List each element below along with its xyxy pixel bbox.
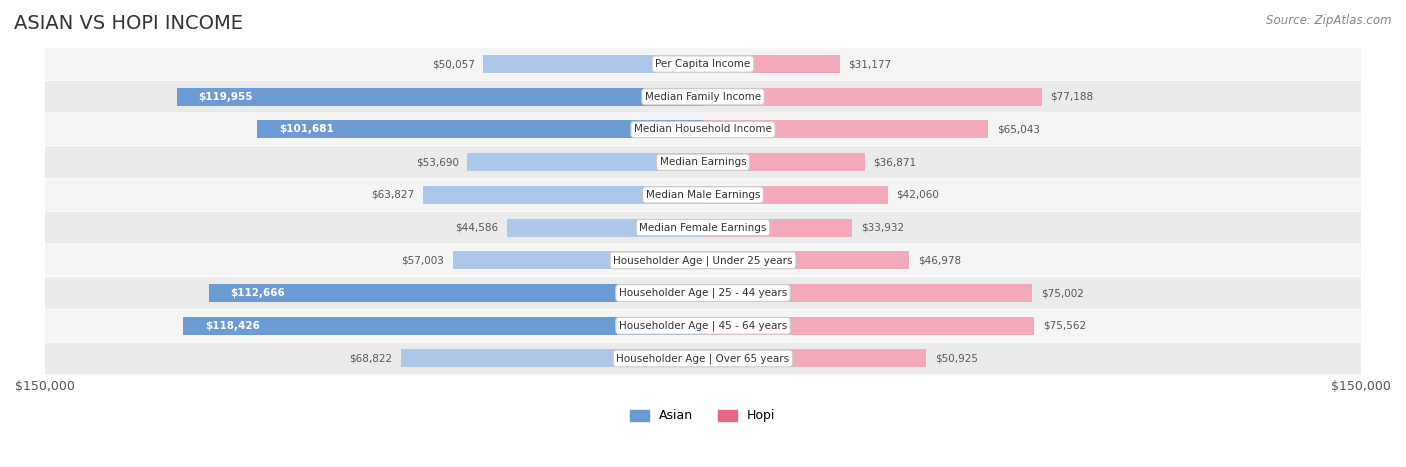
FancyBboxPatch shape — [45, 48, 1361, 80]
Text: $65,043: $65,043 — [997, 125, 1040, 134]
Bar — [484, 55, 703, 73]
Legend: Asian, Hopi: Asian, Hopi — [626, 404, 780, 427]
FancyBboxPatch shape — [45, 212, 1361, 243]
Text: Householder Age | 45 - 64 years: Householder Age | 45 - 64 years — [619, 320, 787, 331]
Text: Median Earnings: Median Earnings — [659, 157, 747, 167]
Bar — [177, 88, 703, 106]
Bar — [453, 251, 703, 269]
Text: $68,822: $68,822 — [349, 354, 392, 363]
Text: ASIAN VS HOPI INCOME: ASIAN VS HOPI INCOME — [14, 14, 243, 33]
Text: $75,002: $75,002 — [1040, 288, 1084, 298]
Bar — [703, 55, 839, 73]
FancyBboxPatch shape — [45, 343, 1361, 375]
Bar — [257, 120, 703, 139]
Text: Median Female Earnings: Median Female Earnings — [640, 223, 766, 233]
Bar — [467, 153, 703, 171]
Text: Per Capita Income: Per Capita Income — [655, 59, 751, 69]
Text: $33,932: $33,932 — [860, 223, 904, 233]
Bar — [703, 120, 988, 139]
Text: Source: ZipAtlas.com: Source: ZipAtlas.com — [1267, 14, 1392, 27]
Bar — [208, 284, 703, 302]
Bar — [423, 186, 703, 204]
Bar — [703, 219, 852, 237]
Bar — [703, 186, 887, 204]
Text: Householder Age | Over 65 years: Householder Age | Over 65 years — [616, 353, 790, 364]
FancyBboxPatch shape — [45, 277, 1361, 309]
Text: $57,003: $57,003 — [401, 255, 444, 265]
Bar — [703, 349, 927, 368]
Bar — [401, 349, 703, 368]
Bar — [703, 88, 1042, 106]
Text: $77,188: $77,188 — [1050, 92, 1094, 102]
Text: Householder Age | 25 - 44 years: Householder Age | 25 - 44 years — [619, 288, 787, 298]
Text: $50,925: $50,925 — [935, 354, 979, 363]
FancyBboxPatch shape — [45, 113, 1361, 145]
Text: $46,978: $46,978 — [918, 255, 960, 265]
Text: $75,562: $75,562 — [1043, 321, 1087, 331]
Text: $112,666: $112,666 — [231, 288, 285, 298]
Text: $53,690: $53,690 — [416, 157, 458, 167]
Text: $50,057: $50,057 — [432, 59, 475, 69]
FancyBboxPatch shape — [45, 310, 1361, 342]
FancyBboxPatch shape — [45, 81, 1361, 113]
Text: $101,681: $101,681 — [278, 125, 333, 134]
Text: Median Family Income: Median Family Income — [645, 92, 761, 102]
FancyBboxPatch shape — [45, 244, 1361, 276]
Text: $119,955: $119,955 — [198, 92, 253, 102]
FancyBboxPatch shape — [45, 179, 1361, 211]
Bar — [703, 317, 1035, 335]
Text: $42,060: $42,060 — [896, 190, 939, 200]
Text: $63,827: $63,827 — [371, 190, 415, 200]
Text: $36,871: $36,871 — [873, 157, 917, 167]
Bar — [703, 153, 865, 171]
Bar — [703, 284, 1032, 302]
Text: Median Male Earnings: Median Male Earnings — [645, 190, 761, 200]
Text: $31,177: $31,177 — [849, 59, 891, 69]
Text: $118,426: $118,426 — [205, 321, 260, 331]
FancyBboxPatch shape — [45, 146, 1361, 178]
Bar — [508, 219, 703, 237]
Text: Householder Age | Under 25 years: Householder Age | Under 25 years — [613, 255, 793, 266]
Bar — [703, 251, 910, 269]
Text: Median Household Income: Median Household Income — [634, 125, 772, 134]
Text: $44,586: $44,586 — [456, 223, 499, 233]
Bar — [183, 317, 703, 335]
